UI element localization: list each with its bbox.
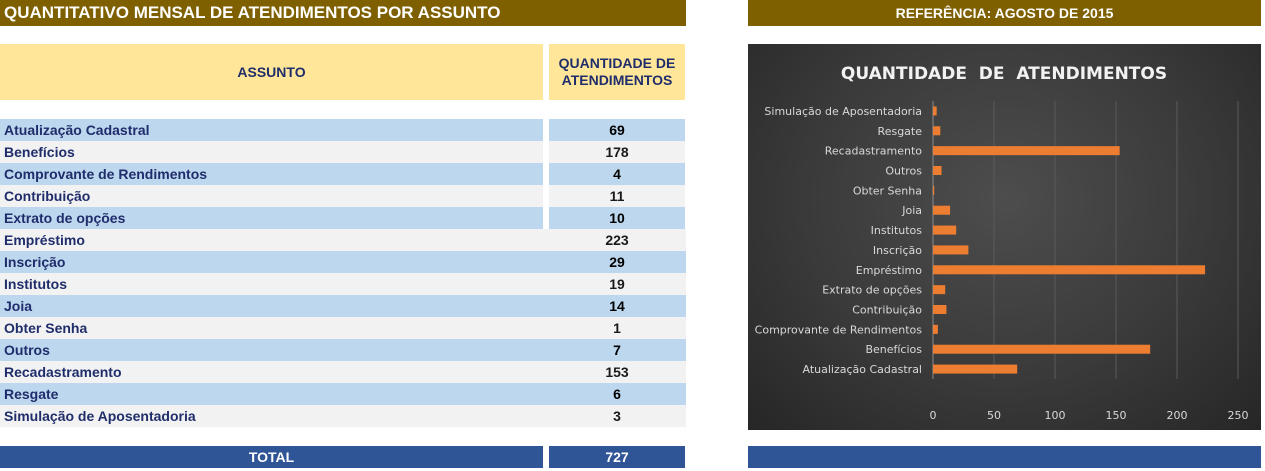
category-label: Atualização Cadastral <box>802 363 922 376</box>
category-label: Comprovante de Rendimentos <box>755 323 923 336</box>
header-quantity-text: QUANTIDADE DE ATENDIMENTOS <box>559 55 676 89</box>
table-row: Recadastramento 153 <box>0 361 686 383</box>
row-quantity: 223 <box>605 232 629 248</box>
chart-panel: QUANTIDADE DE ATENDIMENTOS 0 50 100 150 200 25… <box>748 44 1261 430</box>
row-quantity: 4 <box>549 163 685 185</box>
table-row: Comprovante de Rendimentos 4 <box>0 163 686 185</box>
x-tick-label: 50 <box>987 409 1001 422</box>
category-label: Simulação de Aposentadoria <box>764 105 922 118</box>
bar <box>933 344 1151 354</box>
bar <box>933 364 1018 374</box>
category-label: Benefícios <box>865 343 922 356</box>
row-quantity: 6 <box>613 386 621 402</box>
bar <box>933 285 946 295</box>
bar <box>933 205 951 215</box>
table-row: Joia 14 <box>0 295 686 317</box>
bar <box>933 126 941 136</box>
bar-chart: QUANTIDADE DE ATENDIMENTOS 0 50 100 150 200 25… <box>755 64 1249 422</box>
bar <box>933 166 942 175</box>
bar <box>933 225 957 235</box>
table-row: Extrato de opções 10 <box>0 207 686 229</box>
row-subject: Institutos <box>0 273 686 295</box>
header-subject: ASSUNTO <box>0 44 543 100</box>
row-subject: Resgate <box>0 383 686 405</box>
row-quantity: 7 <box>613 342 621 358</box>
row-subject: Joia <box>0 295 686 317</box>
row-subject: Simulação de Aposentadoria <box>0 405 686 427</box>
bar <box>933 245 969 255</box>
row-quantity: 19 <box>609 276 625 292</box>
row-subject: Empréstimo <box>0 229 686 251</box>
row-quantity: 11 <box>549 185 685 207</box>
bar <box>933 185 935 195</box>
table-row: Institutos 19 <box>0 273 686 295</box>
category-label: Empréstimo <box>856 264 923 277</box>
x-tick-label: 0 <box>930 409 937 422</box>
bar <box>933 265 1206 275</box>
table-row: Empréstimo 223 <box>0 229 686 251</box>
row-subject: Inscrição <box>0 251 686 273</box>
total-value: 727 <box>549 446 685 468</box>
table-row: Benefícios 178 <box>0 141 686 163</box>
x-tick-label: 250 <box>1228 409 1249 422</box>
row-subject: Contribuição <box>0 185 543 207</box>
row-quantity: 10 <box>549 207 685 229</box>
row-quantity: 178 <box>549 141 685 163</box>
bar <box>933 146 1120 156</box>
row-quantity: 29 <box>609 254 625 270</box>
header-quantity-line1: QUANTIDADE DE <box>558 55 676 71</box>
table-row: Resgate 6 <box>0 383 686 405</box>
row-quantity: 69 <box>549 119 685 141</box>
category-label: Inscrição <box>873 244 922 257</box>
row-quantity: 14 <box>609 298 625 314</box>
row-subject: Benefícios <box>0 141 543 163</box>
bar <box>933 324 938 334</box>
table-row: Simulação de Aposentadoria 3 <box>0 405 686 427</box>
row-subject: Comprovante de Rendimentos <box>0 163 543 185</box>
table-row: Obter Senha 1 <box>0 317 686 339</box>
x-tick-label: 200 <box>1167 409 1188 422</box>
header-quantity-line2: ATENDIMENTOS <box>561 72 673 88</box>
bar <box>933 106 937 116</box>
table-row: Atualização Cadastral 69 <box>0 119 686 141</box>
category-label: Recadastramento <box>825 145 923 158</box>
chart-footer-bar <box>748 446 1261 468</box>
row-quantity: 153 <box>605 364 629 380</box>
row-subject: Obter Senha <box>0 317 686 339</box>
table-row: Inscrição 29 <box>0 251 686 273</box>
table-row: Contribuição 11 <box>0 185 686 207</box>
category-label: Extrato de opções <box>822 284 922 297</box>
reference-title: REFERÊNCIA: AGOSTO DE 2015 <box>748 0 1261 26</box>
table-row: Outros 7 <box>0 339 686 361</box>
category-label: Outros <box>885 165 922 178</box>
row-quantity: 1 <box>613 320 621 336</box>
x-tick-label: 150 <box>1106 409 1127 422</box>
row-subject: Outros <box>0 339 686 361</box>
row-subject: Extrato de opções <box>0 207 543 229</box>
total-label: TOTAL <box>0 446 543 468</box>
row-subject: Atualização Cadastral <box>0 119 543 141</box>
row-quantity: 3 <box>613 408 621 424</box>
page-title: QUANTITATIVO MENSAL DE ATENDIMENTOS POR … <box>0 0 686 26</box>
row-subject: Recadastramento <box>0 361 686 383</box>
category-label: Obter Senha <box>853 184 922 197</box>
chart-title: QUANTIDADE DE ATENDIMENTOS <box>841 64 1167 84</box>
category-label: Institutos <box>871 224 923 237</box>
category-label: Joia <box>901 204 922 217</box>
bar <box>933 305 947 314</box>
x-tick-label: 100 <box>1045 409 1066 422</box>
category-label: Contribuição <box>852 304 922 317</box>
header-quantity: QUANTIDADE DE ATENDIMENTOS <box>549 44 685 100</box>
category-label: Resgate <box>878 125 923 138</box>
